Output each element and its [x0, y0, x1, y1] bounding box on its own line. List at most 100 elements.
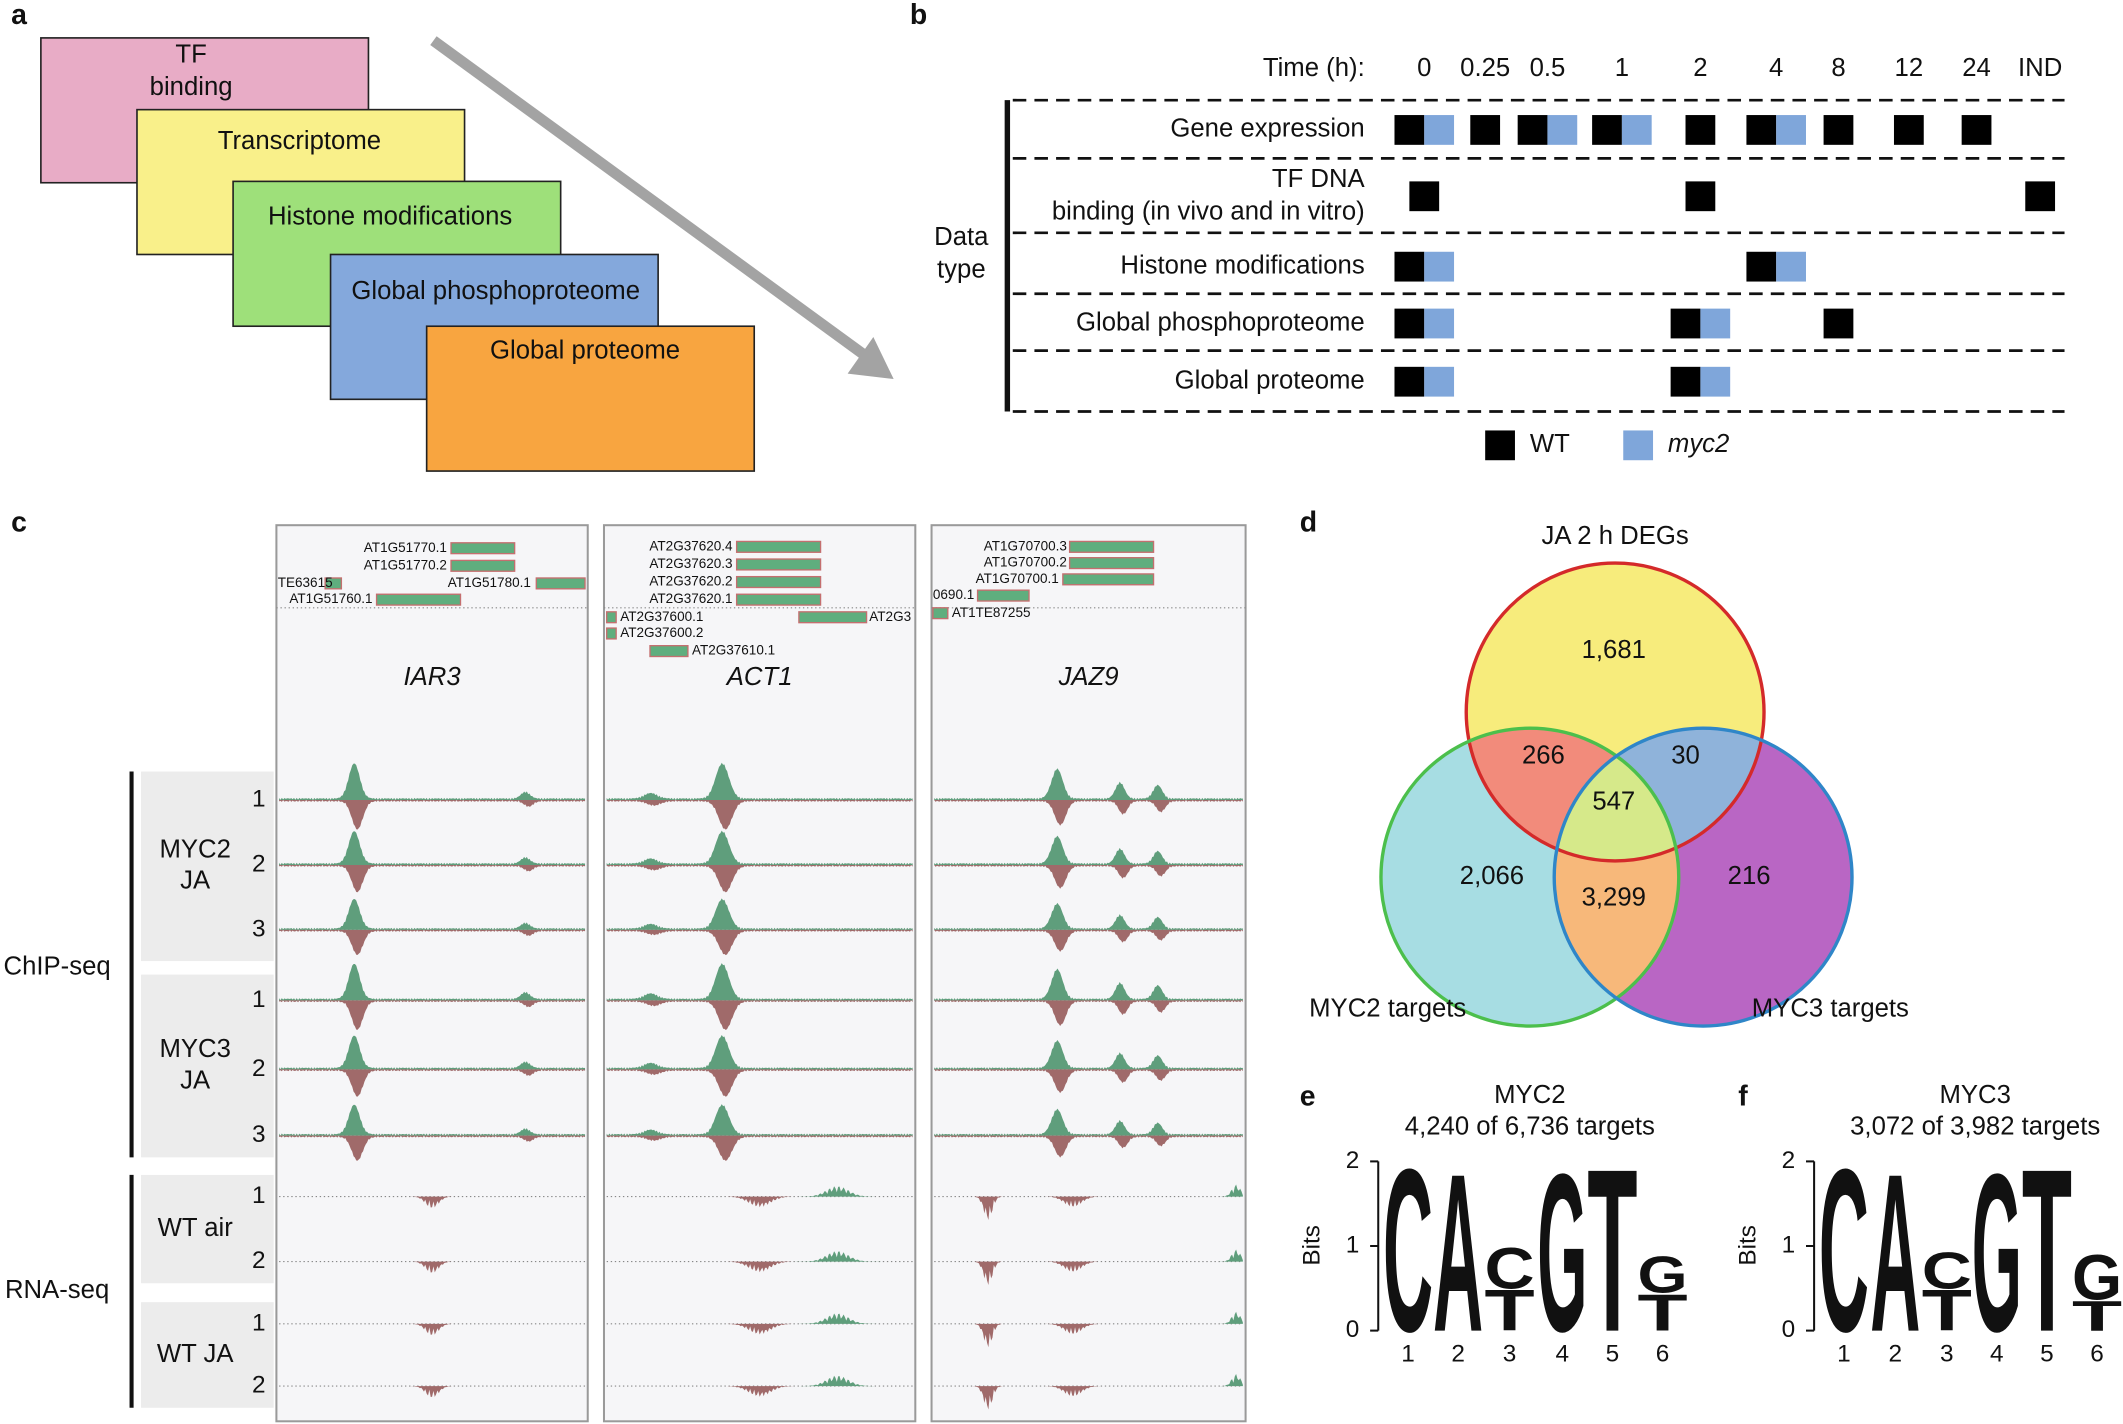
signal-track — [934, 1000, 1243, 1027]
signal-track — [934, 1135, 1243, 1158]
group-label: WT JA — [157, 1340, 234, 1368]
logo-title: MYC2 — [1494, 1081, 1565, 1109]
logo-letter: A — [1870, 1128, 1920, 1379]
replicate-label: 2 — [252, 850, 266, 877]
region-count: 266 — [1522, 741, 1565, 769]
x-tick-label: 6 — [1656, 1340, 1670, 1367]
replicate-label: 1 — [252, 785, 266, 812]
gene-annotation: AT2G37620.3 — [649, 556, 732, 571]
gene-model — [606, 611, 617, 624]
gene-annotation: AT2G37620.1 — [649, 591, 732, 606]
y-axis-label: Bits — [1299, 1225, 1326, 1266]
gene-model — [1068, 557, 1155, 570]
gene-annotation: AT2G37620.2 — [649, 574, 732, 589]
row-label: binding (in vivo and in vitro) — [1052, 197, 1365, 225]
row-label: Gene expression — [1170, 115, 1364, 143]
group-label: JA — [180, 867, 211, 895]
signal-track — [279, 899, 586, 930]
group-label: MYC3 — [159, 1035, 230, 1063]
logo-letter-group: A — [1433, 1128, 1483, 1379]
panel-label: d — [1300, 506, 1317, 538]
time-tick: 24 — [1962, 54, 1991, 82]
time-tick: 0.25 — [1460, 54, 1510, 82]
time-tick: 8 — [1831, 54, 1845, 82]
time-tick: 2 — [1693, 54, 1707, 82]
legend-swatch — [1485, 430, 1515, 461]
logo-letter-group: C — [1485, 1236, 1535, 1301]
logo-letter: T — [1485, 1279, 1535, 1344]
gene-annotation: AT2G37610.1 — [692, 643, 775, 658]
logo-letter-group: G — [1537, 1128, 1587, 1379]
signal-track — [279, 929, 586, 955]
region-count: 216 — [1728, 862, 1771, 890]
replicate-label: 2 — [252, 1055, 266, 1082]
signal-track — [934, 864, 1243, 889]
gene-model — [735, 593, 822, 606]
sample-square — [1700, 366, 1731, 397]
logo-letter: T — [1637, 1283, 1687, 1342]
logo-letter: G — [2072, 1242, 2122, 1313]
time-tick: 0 — [1417, 54, 1431, 82]
layer-label: Global phosphoproteome — [351, 277, 640, 305]
gene-model — [1062, 573, 1155, 586]
panel-label: b — [910, 0, 927, 31]
gene-annotation: AT2G37600.1 — [620, 609, 703, 624]
logo-letter: T — [1922, 1279, 1972, 1344]
signal-track — [279, 1386, 586, 1398]
gene-annotation: AT2G37600.2 — [620, 625, 703, 640]
arrow-shaft — [430, 36, 868, 360]
logo-letter: T — [2072, 1292, 2122, 1340]
signal-track — [279, 763, 586, 800]
gene-model — [798, 611, 868, 624]
group-box — [141, 1302, 274, 1408]
gene-annotation: 0690.1 — [933, 587, 974, 602]
venn-overlap — [1554, 728, 1765, 861]
gene-annotation: TE63615 — [278, 575, 333, 590]
gene-model — [375, 593, 462, 606]
track-panel — [930, 524, 1247, 1423]
x-tick-label: 4 — [1990, 1340, 2004, 1367]
signal-track — [606, 1261, 913, 1273]
sample-square — [1823, 308, 1854, 339]
replicate-label: 1 — [252, 1309, 266, 1336]
set-label: MYC2 targets — [1309, 995, 1466, 1023]
logo-letter-group: C — [1383, 1122, 1433, 1381]
region-count: 1,681 — [1582, 636, 1646, 664]
y-tick-label: 0 — [1782, 1316, 1796, 1343]
group-label: JA — [180, 1066, 211, 1094]
logo-letter: C — [1922, 1241, 1972, 1300]
y-tick-label: 1 — [1346, 1231, 1360, 1258]
sample-square — [1394, 115, 1425, 145]
logo-letter: C — [1383, 1122, 1433, 1381]
sample-square — [1700, 308, 1731, 339]
logo-letter: C — [1485, 1236, 1535, 1301]
logo-letter-group: T — [2072, 1292, 2122, 1340]
sample-square — [1746, 251, 1777, 282]
gene-name: ACT1 — [725, 663, 793, 691]
x-tick-label: 6 — [2090, 1340, 2104, 1367]
sample-square — [1823, 115, 1854, 145]
gene-model — [1068, 540, 1155, 553]
gene-model — [535, 577, 586, 590]
time-tick: 1 — [1615, 54, 1629, 82]
region-count: 3,299 — [1582, 884, 1646, 912]
y-tick-label: 1 — [1782, 1231, 1796, 1258]
logo-letter: G — [1972, 1128, 2022, 1379]
logo-letter-group: G — [1972, 1128, 2022, 1379]
assay-label: RNA-seq — [5, 1276, 109, 1304]
sample-square — [1776, 115, 1806, 145]
gene-model — [450, 542, 516, 555]
gene-model — [735, 540, 822, 553]
gene-name: JAZ9 — [1058, 663, 1119, 691]
logo-subtitle: 3,072 of 3,982 targets — [1850, 1112, 2100, 1140]
gene-model — [976, 589, 1030, 602]
signal-track — [934, 929, 1243, 952]
y-tick-label: 0 — [1346, 1316, 1360, 1343]
gene-annotation: AT1G51770.2 — [364, 557, 447, 572]
y-axis-label: Bits — [1735, 1225, 1762, 1266]
logo-subtitle: 4,240 of 6,736 targets — [1405, 1112, 1655, 1140]
row-label: Histone modifications — [1120, 251, 1364, 279]
layer-label: Histone modifications — [268, 203, 512, 231]
sample-square — [1893, 115, 1924, 145]
